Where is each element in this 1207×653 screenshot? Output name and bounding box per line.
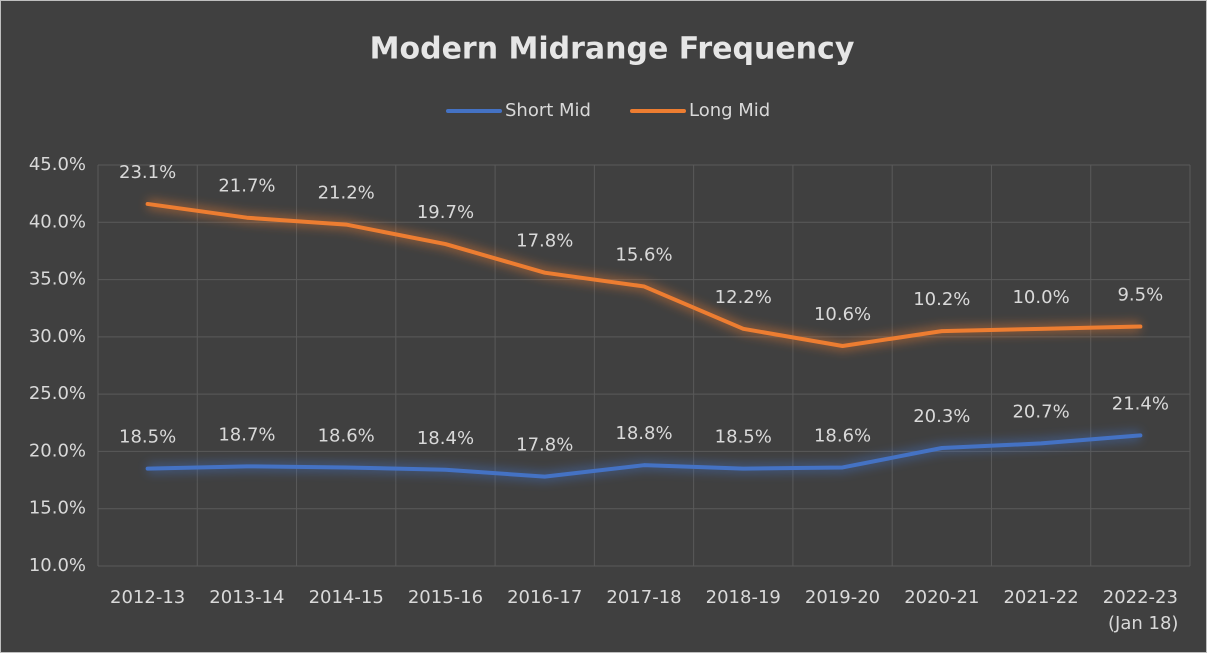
data-label: 21.2% [318,183,375,204]
y-tick-label: 25.0% [29,383,86,404]
x-tick-label: 2017-18 [606,587,681,608]
x-tick-label: 2015-16 [408,587,483,608]
x-tick-label: 2021-22 [1003,587,1078,608]
data-label: 15.6% [615,244,672,265]
x-tick-label: 2014-15 [309,587,384,608]
data-label: 18.5% [119,427,176,448]
data-label: 18.4% [417,428,474,449]
x-tick-label: 2019-20 [805,587,880,608]
data-label: 18.6% [318,425,375,446]
legend-label: Long Mid [689,100,770,121]
x-tick-label: 2012-13 [110,587,185,608]
chart-title: Modern Midrange Frequency [370,32,855,67]
data-label: 12.2% [715,287,772,308]
y-tick-label: 20.0% [29,440,86,461]
data-label: 21.7% [218,176,275,197]
data-label: 23.1% [119,162,176,183]
data-label: 20.7% [1012,401,1069,422]
x-tick-label: 2020-21 [904,587,979,608]
data-label: 10.0% [1012,287,1069,308]
data-label: 21.4% [1112,393,1169,414]
data-label: 18.8% [615,423,672,444]
data-label: 10.2% [913,289,970,310]
y-tick-label: 30.0% [29,326,86,347]
data-label: 9.5% [1117,285,1163,306]
data-label: 19.7% [417,202,474,223]
data-label: 20.3% [913,406,970,427]
y-tick-label: 40.0% [29,211,86,232]
data-label: 10.6% [814,304,871,325]
line-series [145,201,1143,349]
x-tick-label: 2018-19 [706,587,781,608]
y-tick-label: 15.0% [29,498,86,519]
y-tick-label: 10.0% [29,555,86,576]
data-label: 17.8% [516,231,573,252]
y-tick-label: 35.0% [29,269,86,290]
data-label: 18.5% [715,427,772,448]
x-tick-label: 2013-14 [209,587,284,608]
x-tick-label: 2016-17 [507,587,582,608]
data-label: 17.8% [516,435,573,456]
x-tick-label: 2022-23 (Jan 18) [1102,587,1178,634]
data-label: 18.7% [218,424,275,445]
line-series [145,433,1143,479]
data-label: 18.6% [814,425,871,446]
y-tick-label: 45.0% [29,154,86,175]
legend-label: Short Mid [505,100,591,121]
